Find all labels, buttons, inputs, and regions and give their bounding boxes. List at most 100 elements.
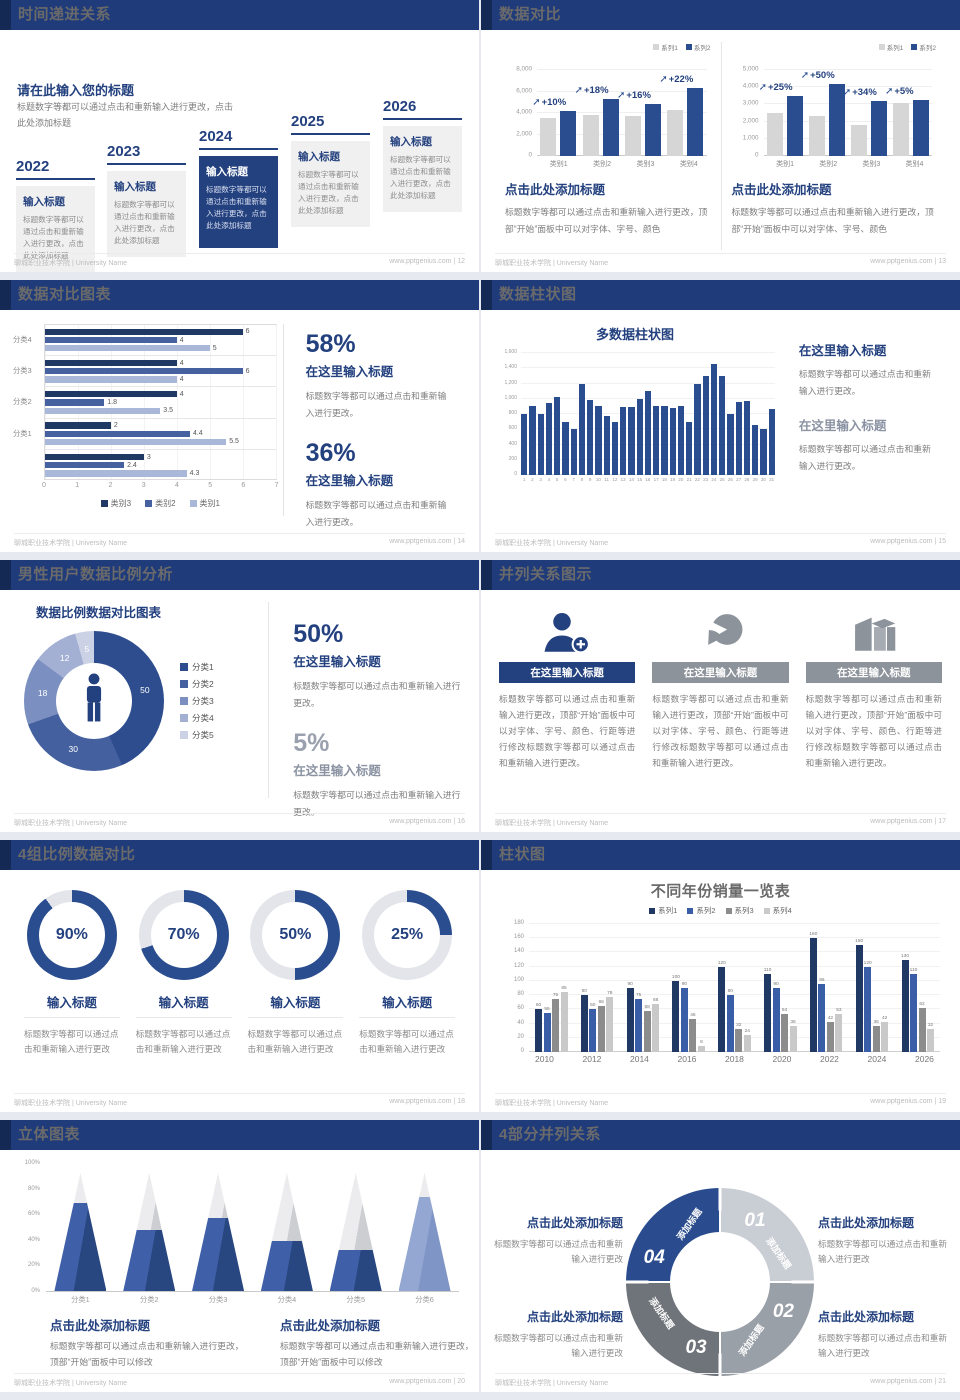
bar-series2: [687, 88, 704, 156]
bar: [768, 408, 775, 475]
bar: [570, 429, 577, 475]
item-body: 标题数字等都可以通过点击和重新输入进行更改，顶部“开始”面板中可以对字体、字号、…: [652, 694, 789, 768]
stats-panel: 50% 在这里输入标题 标题数字等都可以通过点击和重新输入进行更改。 5% 在这…: [268, 602, 479, 817]
timeline-item-2026: 2026 输入标题 标题数字等都可以通过点击和重新输入进行更改，点击此处添加标题: [383, 98, 462, 212]
bar: [644, 391, 651, 475]
item-title: 输入标题: [24, 992, 120, 1018]
footer-page: www.pptgenius.com | 19: [870, 1098, 946, 1105]
bar: [552, 998, 559, 1052]
bar: [545, 402, 552, 475]
slide-13-data-compare: 数据对比 系列1 系列2 0 2,000 4,000 6,000 8,000 ➚+10% ➚+1…: [481, 0, 960, 272]
bar-column: [710, 364, 717, 475]
slide-footer: 聊城职业技术学院 | University Name www.pptgenius…: [14, 533, 465, 548]
block-body: 标题数字等都可以通过点击和重新输入进行更改，顶部“开始”面板中可以修改: [50, 1341, 244, 1367]
gridline: 80: [517, 991, 940, 997]
bar-value: 54: [781, 1007, 788, 1013]
gridline: [143, 325, 145, 479]
x-tick-label: 2: [531, 477, 534, 482]
bar-column: [578, 383, 585, 475]
block-heading: 点击此处添加标题: [50, 1319, 151, 1333]
category-label: 分类3: [13, 366, 32, 376]
header-accent: [0, 1120, 11, 1150]
footer-page: www.pptgenius.com | 20: [389, 1378, 465, 1385]
compare-left-panel: 系列1 系列2 0 2,000 4,000 6,000 8,000 ➚+10% ➚+18% ➚+1…: [495, 42, 721, 250]
footer-page: www.pptgenius.com | 15: [870, 538, 946, 545]
bar: [702, 375, 709, 475]
item-title: 输入标题: [359, 992, 455, 1018]
y-tick-label: 1,400: [504, 364, 517, 371]
donut-wrap: 50 30 18 12 5 分类1 分类2 分类3 分类4 分类5: [24, 631, 268, 771]
legend-swatch: [180, 714, 188, 722]
bar-value: 42: [827, 1016, 834, 1022]
cycle-text-top-right: 点击此处添加标题 标题数字等都可以通过点击和重新输入进行更改: [818, 1214, 954, 1268]
segment-label: 添加标题: [764, 1235, 794, 1271]
bar-value: 42: [882, 1016, 888, 1022]
card-body: 标题数字等都可以通过点击和重新输入进行更改，点击此处添加标题: [114, 200, 175, 246]
block-body: 标题数字等都可以通过点击和重新输入进行更改: [494, 1239, 623, 1265]
stat-body: 标题数字等都可以通过点击和重新输入进行更改。: [293, 681, 461, 708]
bar: [881, 1022, 889, 1052]
bar: [710, 364, 717, 475]
gridline: 1,600: [504, 349, 775, 355]
bar-line: 4: [45, 376, 276, 383]
footer-org: 聊城职业技术学院 | University Name: [495, 540, 609, 547]
bar-column: [636, 398, 643, 475]
x-tick-label: 20: [678, 477, 684, 482]
cone-text-row: 点击此处添加标题 标题数字等都可以通过点击和重新输入进行更改，顶部“开始”面板中…: [16, 1305, 474, 1371]
bar-value: 2.4: [127, 461, 137, 469]
ratio-column: 90% 输入标题 标题数字等都可以通过点击和重新输入进行更改: [24, 890, 120, 1090]
bar-value: 3: [146, 453, 151, 461]
block-heading: 点击此处添加标题: [818, 1310, 915, 1324]
section-heading: 请在此输入您的标题: [17, 83, 135, 98]
card-body: 标题数字等都可以通过点击和重新输入进行更改，点击此处添加标题: [298, 170, 359, 216]
bar-value: 78: [607, 990, 613, 996]
x-tick-label: 类别1: [549, 161, 568, 168]
bar-wrap: 90: [772, 982, 780, 1052]
block-heading: 点击此处添加标题: [526, 1216, 623, 1230]
ring-percent: 90%: [55, 926, 88, 943]
stat-block: 36% 在这里输入标题 标题数字等都可以通过点击和重新输入进行更改。: [306, 439, 453, 530]
slice-value: 12: [59, 653, 70, 664]
bar: [669, 407, 676, 475]
item-body: 标题数字等都可以通过点击和重新输入进行更改: [135, 1029, 231, 1055]
bar-group: 160 96 42 53: [809, 932, 843, 1052]
bar: [735, 1029, 743, 1052]
legend-item: 类别2: [145, 498, 176, 509]
cone: [260, 1173, 313, 1291]
bar-column: [768, 408, 775, 475]
bar: [595, 406, 602, 475]
slide-17-parallel: 并列关系图示 在这里输入标题 标题数字等都可以通过点击和重新输入进行更改，顶部“…: [481, 560, 960, 832]
slide-header: 立体图表: [0, 1120, 479, 1150]
bar-value: 4: [179, 359, 184, 367]
legend-swatch: [145, 500, 153, 507]
bar-value: 46: [690, 1013, 696, 1019]
gridline: 100: [514, 977, 940, 983]
bar-column: [611, 421, 618, 475]
bar-series1: [624, 116, 641, 156]
page-number: 16: [457, 818, 465, 825]
x-tick-label: 类别3: [862, 161, 881, 168]
bar: [764, 973, 772, 1052]
plot-area: 0 2,000 4,000 6,000 8,000 ➚+10% ➚+18% ➚+16% ➚+22…: [516, 66, 707, 159]
item-body: 标题数字等都可以通过点击和重新输入进行更改: [359, 1029, 454, 1055]
bar: [718, 966, 726, 1052]
bar: [694, 383, 701, 475]
cone: [192, 1173, 245, 1291]
cone-fill: [260, 1241, 313, 1291]
page-number: 21: [938, 1378, 946, 1385]
panel-body: 标题数字等都可以通过点击和重新输入进行更改，顶部“开始”面板中可以对字体、字号、…: [505, 207, 708, 234]
h-bar: [45, 430, 190, 437]
bar-value: 85: [561, 985, 567, 991]
bar-value: 90: [681, 982, 688, 987]
h-bar: [45, 407, 161, 414]
bar-wrap: 85: [560, 986, 568, 1052]
chart-title: 数据比例数据对比图表: [36, 606, 162, 620]
bar-group: 3 2.4 4.3: [45, 450, 276, 481]
growth-arrow-icon: ➚: [758, 81, 767, 93]
bar: [818, 983, 826, 1052]
stat-body: 标题数字等都可以通过点击和重新输入进行更改。: [293, 790, 461, 818]
growth-value: +16%: [626, 90, 651, 102]
x-axis-labels: 1 2 3 4 5 6 7 8 9 10 11 12 13 14 15 16 17 18 19 20 21 22 23 24 2…: [521, 477, 775, 482]
ring-percent: 70%: [167, 926, 200, 943]
footer-site: www.pptgenius.com: [389, 1098, 452, 1105]
